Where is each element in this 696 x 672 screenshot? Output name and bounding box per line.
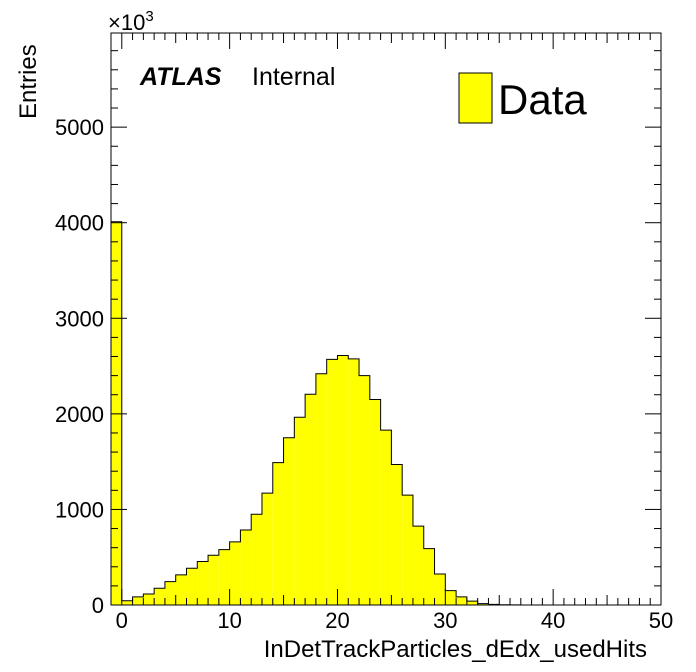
histogram-bar (197, 561, 209, 605)
histogram-bar (380, 430, 392, 605)
plot-frame (110, 32, 662, 606)
histogram-bar (456, 596, 467, 605)
x-tick-label: 50 (649, 608, 673, 633)
x-tick-label: 30 (433, 608, 457, 633)
legend-swatch (458, 72, 493, 124)
y-tick-label: 5000 (55, 115, 104, 140)
histogram-bar (164, 581, 176, 605)
ticks-layer (111, 33, 662, 606)
histogram-bar (434, 573, 446, 605)
histogram-bar (337, 355, 349, 605)
histogram-bar (186, 568, 198, 605)
histogram-bar (175, 574, 187, 605)
histogram-bar (305, 394, 316, 605)
x-axis-title: InDetTrackParticles_dEdx_usedHits (264, 636, 647, 663)
histogram-bar (261, 493, 273, 605)
y-multiplier: ×103 (108, 8, 154, 35)
histogram-bar (359, 375, 370, 605)
histogram-bar (132, 596, 144, 605)
histogram-bar (154, 588, 165, 605)
x-tick-label: 40 (541, 608, 565, 633)
histogram-bar (294, 417, 306, 605)
y-tick-label: 1000 (55, 497, 104, 522)
histogram-bar (348, 358, 360, 605)
histogram-bar (391, 464, 403, 605)
histogram-bar (218, 549, 230, 605)
histogram-bar (208, 555, 219, 605)
y-tick-label: 3000 (55, 306, 104, 331)
histogram-bar (143, 594, 155, 605)
x-tick-label: 20 (325, 608, 349, 633)
y-tick-label: 4000 (55, 211, 104, 236)
x-tick-label: 10 (217, 608, 241, 633)
histogram-bar (121, 600, 133, 605)
legend-label-data: Data (498, 76, 587, 123)
histogram-bar (326, 359, 338, 605)
histogram-bar (272, 462, 284, 605)
histogram-bar (477, 603, 489, 605)
atlas-label: ATLAS (139, 63, 222, 91)
histogram-bar (251, 514, 262, 605)
x-tick-label: 0 (116, 608, 128, 633)
histogram-bar (466, 601, 478, 605)
y-tick-label: 2000 (55, 402, 104, 427)
y-tick-label: 0 (92, 593, 104, 618)
histogram-bar (229, 541, 241, 605)
histogram-bar (445, 590, 457, 605)
histogram-bar (315, 373, 327, 605)
histogram-bar (240, 529, 252, 605)
histogram-bar (369, 399, 381, 605)
histogram-bar (283, 437, 295, 605)
internal-label: Internal (252, 63, 335, 91)
y-axis-title: Entries (15, 44, 42, 119)
labels-layer: 0 10 20 30 40 50 0 1000 2000 3000 4000 5000 (55, 115, 673, 633)
histogram-bar (402, 495, 413, 605)
histogram-bar (423, 548, 435, 605)
histogram-bar (412, 526, 424, 605)
